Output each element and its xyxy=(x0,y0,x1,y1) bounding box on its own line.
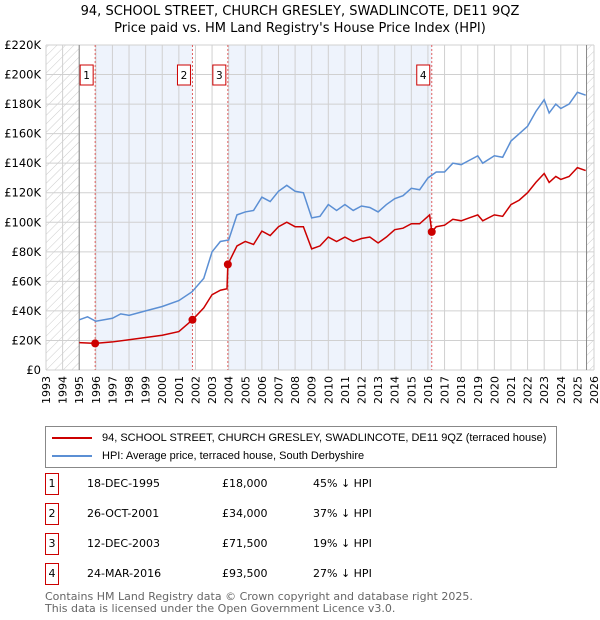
x-tick-label: 2019 xyxy=(472,376,485,404)
sale-price: £34,000 xyxy=(222,507,268,520)
x-tick-label: 2023 xyxy=(538,376,551,404)
x-tick-label: 2004 xyxy=(223,376,236,404)
y-tick-label: £20K xyxy=(12,333,42,347)
x-tick-label: 2000 xyxy=(156,376,169,404)
footer: Contains HM Land Registry data © Crown c… xyxy=(45,591,473,615)
x-tick-label: 1996 xyxy=(90,376,103,404)
legend-swatch-hpi xyxy=(52,455,92,457)
sale-date: 12-DEC-2003 xyxy=(87,537,161,550)
x-tick-label: 2002 xyxy=(189,376,202,404)
sale-point xyxy=(223,260,232,269)
sale-number-badge: 3 xyxy=(45,533,59,555)
x-tick-label: 2026 xyxy=(588,376,600,404)
shaded-period xyxy=(227,45,432,370)
x-tick-label: 2021 xyxy=(505,376,518,404)
x-tick-label: 1993 xyxy=(40,376,53,404)
x-tick-label: 2022 xyxy=(522,376,535,404)
chart-subtitle: Price paid vs. HM Land Registry's House … xyxy=(114,21,486,36)
sale-point xyxy=(91,339,100,348)
x-tick-label: 2001 xyxy=(173,376,186,404)
sale-number-badge: 4 xyxy=(45,563,59,585)
x-tick-label: 2008 xyxy=(289,376,302,404)
y-tick-label: £0 xyxy=(26,363,41,377)
sale-marker-box xyxy=(79,64,94,86)
y-tick-label: £100K xyxy=(4,215,41,229)
sale-hpi-diff: 45% ↓ HPI xyxy=(313,477,372,490)
sale-row: 4 24-MAR-2016 £93,500 27% ↓ HPI xyxy=(45,563,445,585)
sale-point xyxy=(427,227,436,236)
property-price-line xyxy=(79,166,586,345)
price-chart: 1993 1994 1995 1996 1997 1998 1999 2000 2001 2002… xyxy=(4,38,600,404)
sale-marker-label: 3 xyxy=(216,70,223,82)
footer-copyright: Contains HM Land Registry data © Crown c… xyxy=(45,590,473,603)
x-tick-label: 2017 xyxy=(439,376,452,404)
sale-number-badge: 1 xyxy=(45,473,59,495)
x-tick-label: 2025 xyxy=(571,376,584,404)
x-tick-label: 2020 xyxy=(488,376,501,404)
x-tick-label: 2024 xyxy=(555,376,568,404)
x-tick-label: 2010 xyxy=(322,376,335,404)
sale-price: £71,500 xyxy=(222,537,268,550)
legend: 94, SCHOOL STREET, CHURCH GRESLEY, SWADL… xyxy=(45,426,557,468)
sale-price: £18,000 xyxy=(222,477,268,490)
legend-swatch-property xyxy=(52,437,92,439)
x-tick-label: 2018 xyxy=(455,376,468,404)
x-tick-label: 2016 xyxy=(422,376,435,404)
y-tick-label: £180K xyxy=(4,97,41,111)
y-tick-label: £160K xyxy=(4,127,41,141)
y-tick-label: £60K xyxy=(12,274,42,288)
sale-marker-box xyxy=(176,64,191,86)
y-tick-label: £200K xyxy=(4,68,41,82)
sale-marker-label: 1 xyxy=(83,70,90,82)
sale-row: 3 12-DEC-2003 £71,500 19% ↓ HPI xyxy=(45,533,445,555)
hpi-line xyxy=(78,91,586,323)
legend-label-property: 94, SCHOOL STREET, CHURCH GRESLEY, SWADL… xyxy=(102,432,547,444)
x-tick-label: 1998 xyxy=(123,376,136,404)
x-tick-label: 2011 xyxy=(339,376,352,404)
y-tick-label: £40K xyxy=(12,304,42,318)
x-tick-label: 2012 xyxy=(356,376,369,404)
x-tick-label: 2015 xyxy=(405,376,418,404)
sale-date: 24-MAR-2016 xyxy=(87,567,162,580)
x-tick-label: 1995 xyxy=(73,376,86,404)
sale-date: 26-OCT-2001 xyxy=(87,507,160,520)
x-tick-label: 2007 xyxy=(272,376,285,404)
footer-licence: This data is licensed under the Open Gov… xyxy=(45,602,396,615)
y-tick-label: £220K xyxy=(4,38,41,52)
hatched-region xyxy=(586,45,594,370)
sale-marker-box xyxy=(212,64,227,86)
x-tick-label: 2009 xyxy=(306,376,319,404)
x-tick-label: 2005 xyxy=(239,376,252,404)
sale-marker-label: 4 xyxy=(420,70,427,82)
sale-marker-label: 2 xyxy=(181,70,188,82)
y-tick-label: £80K xyxy=(12,245,42,259)
sale-hpi-diff: 19% ↓ HPI xyxy=(313,537,372,550)
x-tick-label: 1994 xyxy=(57,376,70,404)
sale-date: 18-DEC-1995 xyxy=(87,477,161,490)
y-tick-label: £120K xyxy=(4,186,41,200)
x-tick-label: 1999 xyxy=(140,376,153,404)
sale-point xyxy=(188,315,197,324)
x-tick-label: 2014 xyxy=(389,376,402,404)
x-tick-label: 1997 xyxy=(106,376,119,404)
sale-hpi-diff: 37% ↓ HPI xyxy=(313,507,372,520)
sale-price: £93,500 xyxy=(222,567,268,580)
chart-title: 94, SCHOOL STREET, CHURCH GRESLEY, SWADL… xyxy=(80,4,520,19)
sale-number-badge: 2 xyxy=(45,503,59,525)
sale-row: 2 26-OCT-2001 £34,000 37% ↓ HPI xyxy=(45,503,445,525)
y-tick-label: £140K xyxy=(4,156,41,170)
x-tick-label: 2003 xyxy=(206,376,219,404)
x-tick-label: 2013 xyxy=(372,376,385,404)
legend-label-hpi: HPI: Average price, terraced house, Sout… xyxy=(102,450,365,462)
sale-hpi-diff: 27% ↓ HPI xyxy=(313,567,372,580)
shaded-period xyxy=(95,45,193,370)
sale-row: 1 18-DEC-1995 £18,000 45% ↓ HPI xyxy=(45,473,445,495)
sale-marker-box xyxy=(416,64,431,86)
x-tick-label: 2006 xyxy=(256,376,269,404)
